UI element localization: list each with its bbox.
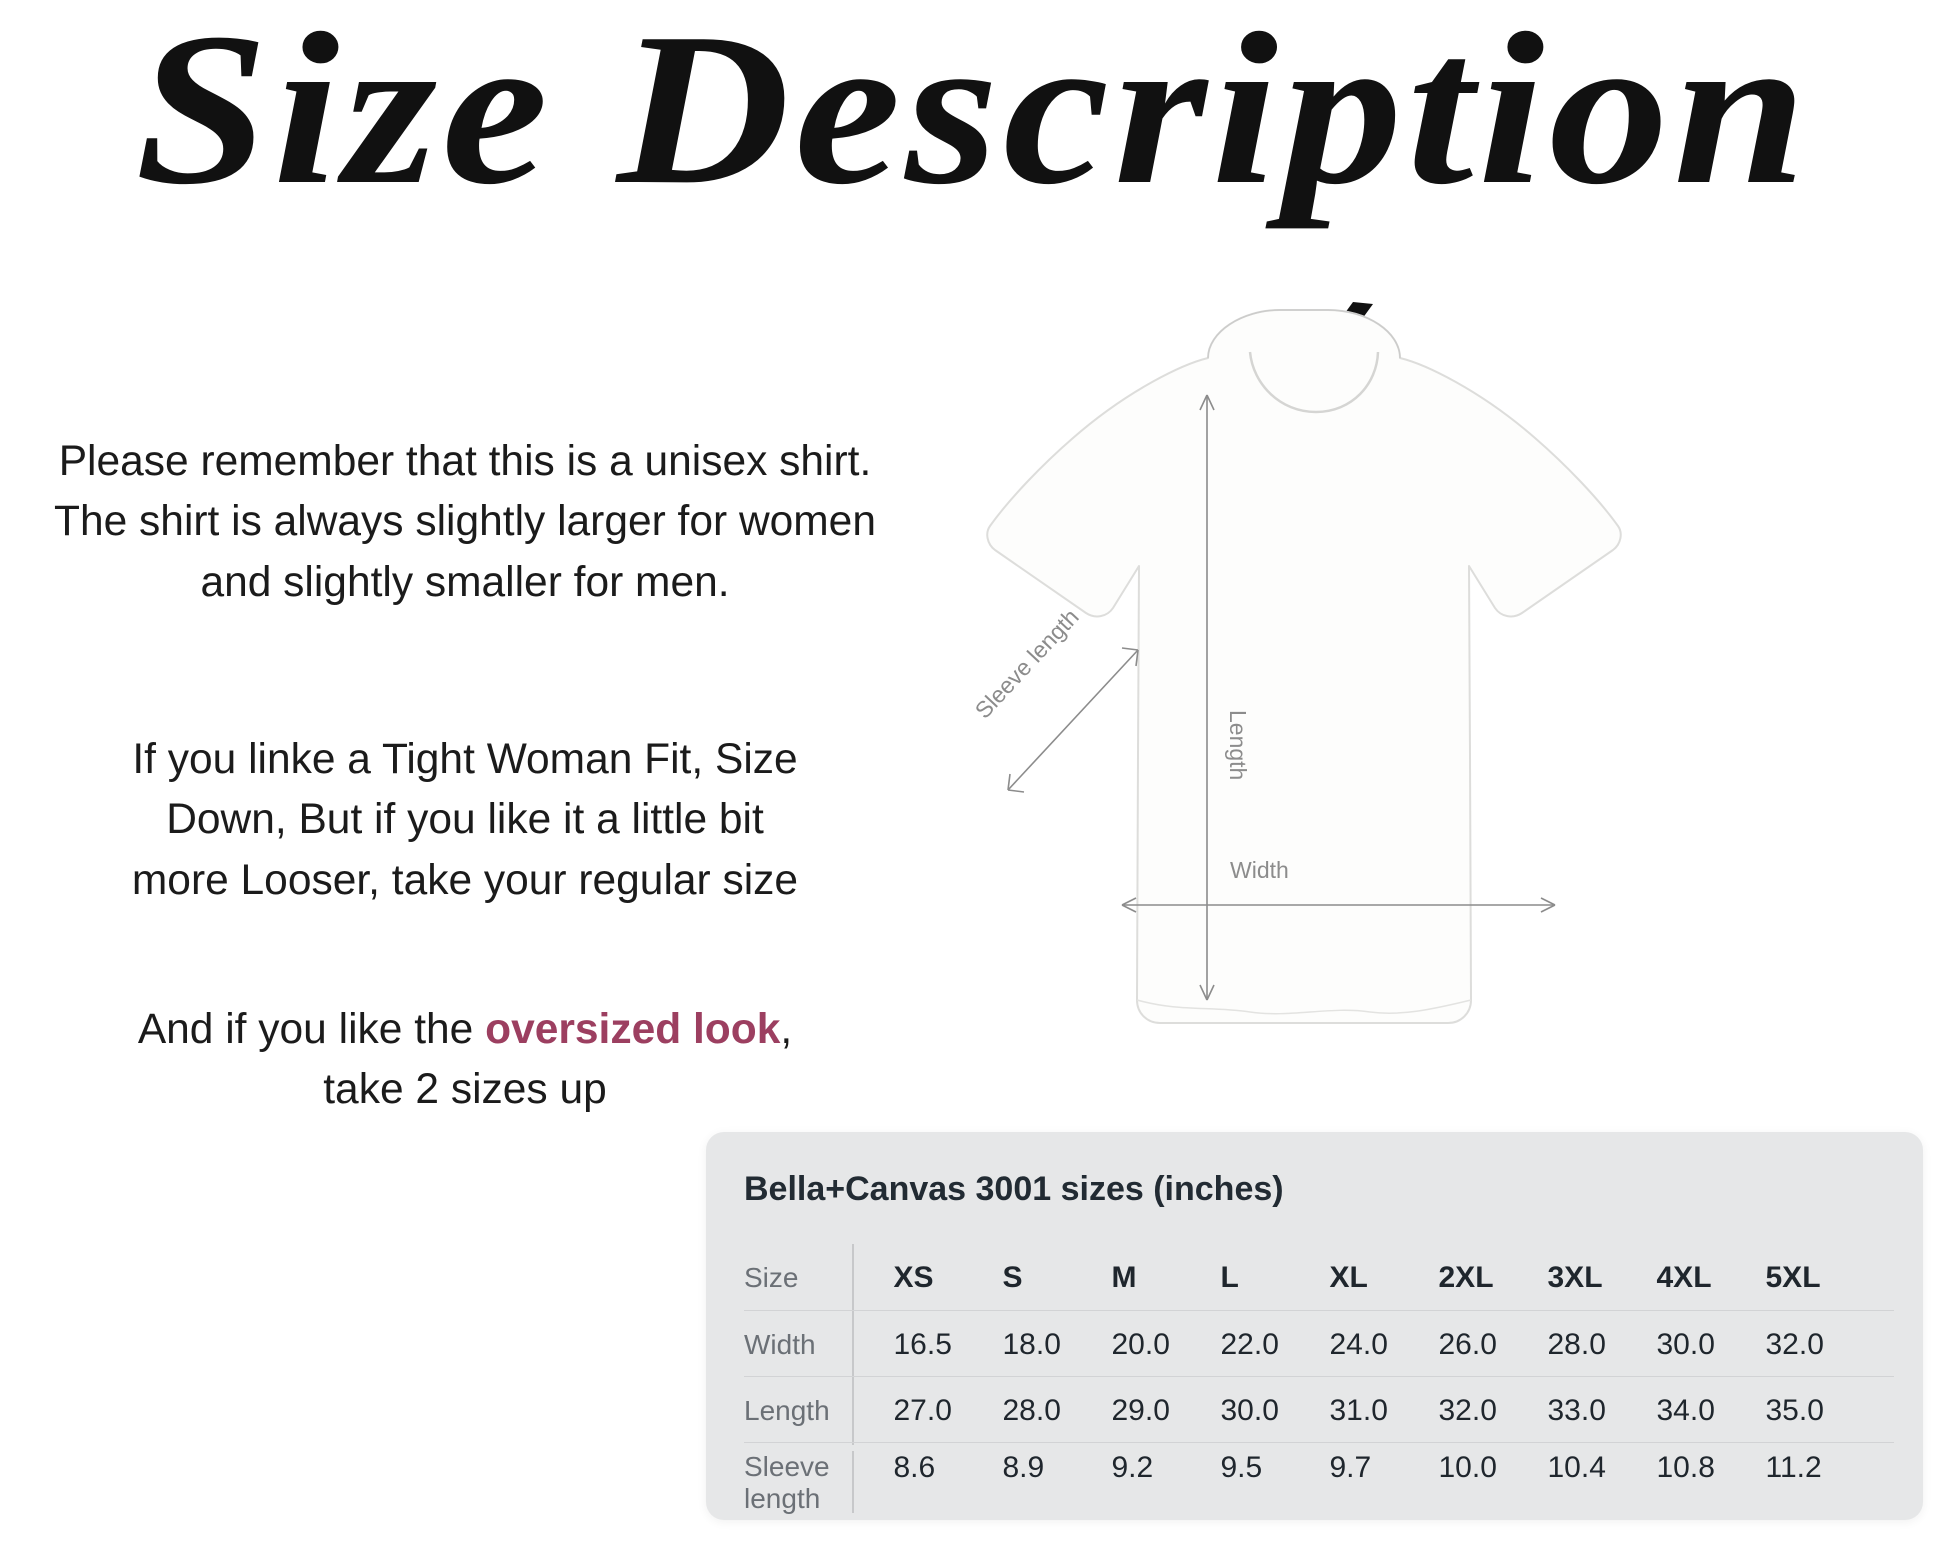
svg-text:Length: Length — [1225, 710, 1251, 780]
svg-text:Width: Width — [1230, 857, 1289, 883]
svg-text:Sleeve length: Sleeve length — [970, 604, 1084, 724]
